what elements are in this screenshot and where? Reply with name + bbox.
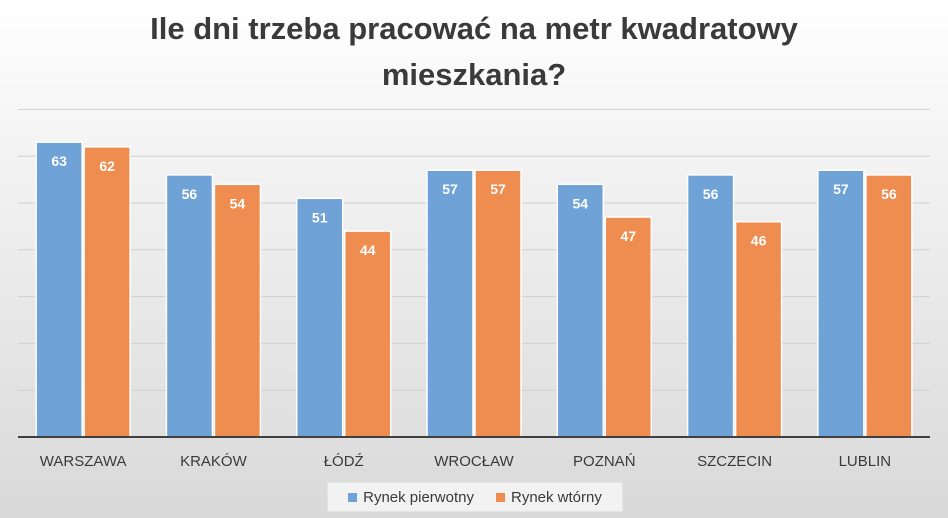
bar-primary-4	[556, 183, 605, 438]
category-label-5: SZCZECIN	[697, 453, 772, 470]
data-label-secondary-3: 57	[490, 181, 506, 197]
bar-primary-6	[817, 169, 865, 438]
bar-primary-3	[426, 169, 474, 438]
data-label-primary-6: 57	[833, 181, 849, 197]
data-label-secondary-4: 47	[620, 228, 636, 244]
data-label-primary-5: 56	[703, 186, 719, 202]
bar-secondary-1	[213, 183, 262, 438]
data-label-primary-2: 51	[312, 209, 328, 225]
bar-primary-0	[35, 141, 83, 438]
category-label-3: WROCŁAW	[434, 453, 514, 470]
category-label-2: ŁÓDŹ	[324, 453, 364, 470]
data-label-primary-3: 57	[442, 181, 458, 197]
data-label-secondary-0: 62	[99, 158, 115, 174]
legend-label-secondary: Rynek wtórny	[511, 488, 602, 506]
bar-secondary-6	[865, 174, 913, 438]
bars	[35, 141, 913, 438]
legend: Rynek pierwotny Rynek wtórny	[327, 482, 623, 512]
bar-primary-2	[295, 197, 344, 438]
bar-secondary-3	[474, 169, 522, 438]
data-label-secondary-1: 54	[230, 195, 246, 211]
bar-primary-1	[165, 174, 214, 438]
chart-title: Ile dni trzeba pracować na metr kwadrato…	[0, 6, 948, 98]
legend-item-secondary: Rynek wtórny	[496, 489, 602, 506]
bar-secondary-0	[83, 146, 131, 438]
legend-item-primary: Rynek pierwotny	[348, 489, 474, 506]
legend-swatch-primary	[348, 492, 358, 502]
category-label-0: WARSZAWA	[40, 453, 127, 470]
data-labels: 63 62 56 54 51 44 57 57 54 47 56 46 57 56	[51, 153, 897, 258]
data-label-primary-4: 54	[572, 195, 588, 211]
bar-primary-5	[686, 174, 735, 438]
data-label-secondary-2: 44	[360, 242, 376, 258]
category-label-4: POZNAŃ	[573, 453, 636, 470]
data-label-secondary-5: 46	[751, 233, 767, 249]
category-label-1: KRAKÓW	[180, 453, 248, 470]
bar-secondary-2	[343, 230, 392, 438]
bar-secondary-4	[604, 216, 653, 438]
legend-swatch-secondary	[496, 492, 505, 502]
data-label-secondary-6: 56	[881, 186, 897, 202]
data-label-primary-1: 56	[182, 186, 198, 202]
bar-secondary-5	[734, 220, 783, 438]
category-tick-labels: WARSZAWA KRAKÓW ŁÓDŹ WROCŁAW POZNAŃ SZCZECIN L…	[40, 453, 891, 470]
legend-label-primary: Rynek pierwotny	[363, 488, 474, 506]
category-label-6: LUBLIN	[839, 453, 892, 470]
chart-title-line-2: mieszkania?	[381, 57, 567, 92]
chart-title-line-1: Ile dni trzeba pracować na metr kwadrato…	[150, 11, 798, 46]
data-label-primary-0: 63	[51, 153, 67, 169]
gridlines	[18, 108, 930, 391]
